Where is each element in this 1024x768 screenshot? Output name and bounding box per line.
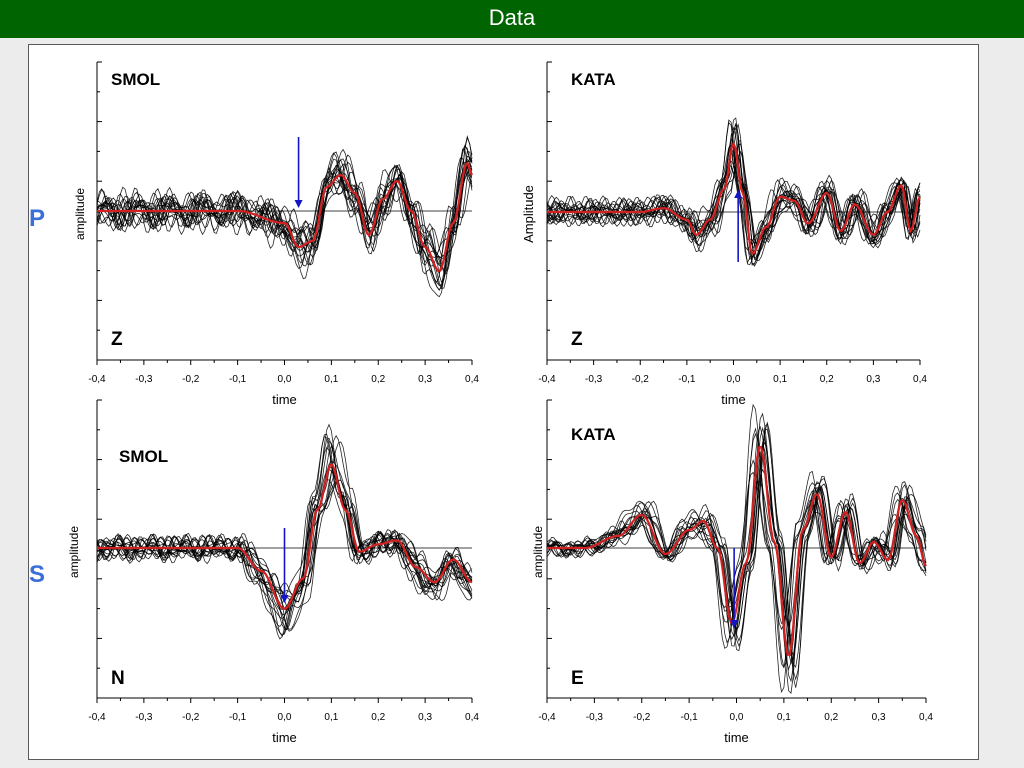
x-tick-label: -0,3	[135, 712, 153, 723]
component-label: N	[111, 668, 125, 689]
trace-line	[546, 148, 921, 244]
x-tick-label: -0,4	[88, 374, 106, 385]
x-axis-label: time	[724, 730, 749, 745]
row-label-s: S	[29, 561, 46, 588]
x-tick-label: -0,2	[182, 712, 200, 723]
panel-title: KATA	[571, 425, 616, 444]
trace-line	[546, 426, 927, 683]
x-tick-label: 0,1	[324, 712, 338, 723]
stack-line	[97, 162, 473, 272]
stack-line	[97, 462, 473, 610]
trace-line	[546, 124, 921, 260]
x-tick-label: -0,4	[538, 712, 556, 723]
x-tick-label: 0,0	[278, 374, 292, 385]
trace-line	[96, 423, 473, 636]
x-tick-label: 0,3	[872, 712, 886, 723]
trace-line	[546, 480, 927, 627]
x-tick-label: -0,1	[678, 374, 696, 385]
trace-line	[546, 163, 921, 251]
x-axis-label: time	[721, 392, 746, 407]
y-axis-label: amplitude	[531, 526, 545, 578]
x-tick-label: 0,4	[465, 712, 479, 723]
x-tick-label: 0,4	[913, 374, 927, 385]
panel-title: SMOL	[119, 447, 168, 466]
x-axis-label: time	[272, 730, 297, 745]
title-bar: Data	[0, 0, 1024, 38]
x-axis-label: time	[272, 392, 297, 407]
stack-line	[547, 140, 921, 256]
trace-line	[96, 441, 473, 632]
stack-line	[547, 445, 927, 656]
y-axis-label: amplitude	[67, 526, 81, 578]
trace-line	[546, 150, 921, 248]
x-tick-label: -0,4	[88, 712, 106, 723]
x-tick-label: 0,2	[820, 374, 834, 385]
x-tick-label: 0,1	[324, 374, 338, 385]
x-tick-label: 0,2	[371, 374, 385, 385]
x-tick-label: -0,1	[229, 712, 247, 723]
x-tick-label: 0,3	[418, 374, 432, 385]
trace-line	[546, 432, 927, 669]
x-tick-label: 0,3	[866, 374, 880, 385]
x-tick-label: 0,2	[824, 712, 838, 723]
x-tick-label: 0,4	[919, 712, 933, 723]
component-label: Z	[571, 329, 583, 350]
component-label: E	[571, 668, 584, 689]
onset-arrowhead	[734, 190, 743, 198]
x-tick-label: 0,0	[727, 374, 741, 385]
onset-arrowhead	[730, 620, 739, 628]
trace-line	[96, 157, 473, 272]
onset-arrowhead	[280, 595, 289, 603]
y-axis-label: amplitude	[73, 188, 87, 240]
slide-title: Data	[488, 5, 536, 30]
x-tick-label: -0,3	[585, 374, 603, 385]
x-tick-label: -0,2	[632, 374, 650, 385]
trace-line	[546, 444, 927, 665]
trace-line	[96, 154, 473, 298]
onset-arrowhead	[294, 200, 303, 208]
x-tick-label: -0,3	[586, 712, 604, 723]
panel-title: KATA	[571, 70, 616, 89]
x-tick-label: -0,4	[538, 374, 556, 385]
row-label-p: P	[29, 205, 46, 232]
x-tick-label: 0,0	[730, 712, 744, 723]
x-tick-label: -0,1	[229, 374, 247, 385]
x-tick-label: 0,3	[418, 712, 432, 723]
x-tick-label: -0,2	[633, 712, 651, 723]
x-tick-label: 0,1	[777, 712, 791, 723]
x-tick-label: -0,2	[182, 374, 200, 385]
x-tick-label: -0,3	[135, 374, 153, 385]
x-tick-label: 0,1	[773, 374, 787, 385]
x-tick-label: 0,4	[465, 374, 479, 385]
component-label: Z	[111, 329, 123, 350]
trace-line	[96, 148, 473, 266]
trace-line	[546, 471, 927, 624]
figure-panel	[28, 44, 979, 760]
panel-title: SMOL	[111, 70, 160, 89]
y-axis-label: Amplitude	[521, 185, 536, 243]
x-tick-label: 0,2	[371, 712, 385, 723]
x-tick-label: -0,1	[681, 712, 699, 723]
x-tick-label: 0,0	[278, 712, 292, 723]
